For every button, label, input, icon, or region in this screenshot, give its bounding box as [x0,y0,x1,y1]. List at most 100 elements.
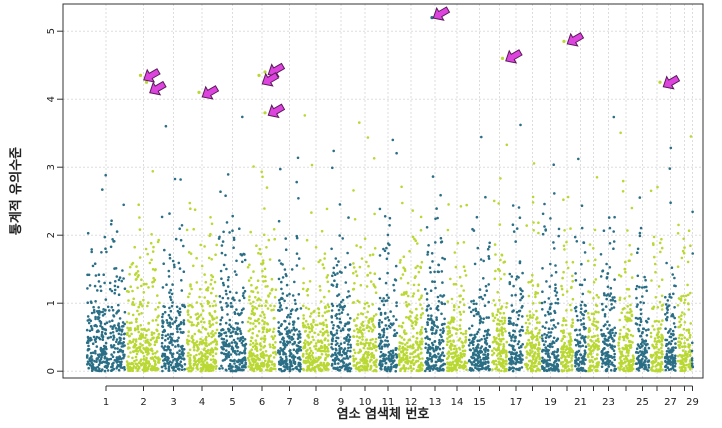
data-point [228,330,231,333]
data-point [575,310,578,313]
data-point [104,323,107,326]
data-point [647,364,650,367]
data-point [203,245,206,248]
data-point [610,303,613,306]
data-point [293,320,296,323]
data-point [492,341,495,344]
data-point [316,360,319,363]
data-point [221,309,224,312]
data-point [577,158,580,161]
data-point [348,338,351,341]
data-point [153,332,156,335]
data-point [273,238,276,241]
data-point [363,307,366,310]
data-point [210,363,213,366]
data-point [497,357,500,360]
data-point [285,248,288,251]
data-point [525,332,528,335]
data-point [336,283,339,286]
data-point [366,369,369,372]
data-point [204,344,207,347]
data-point [542,213,545,216]
data-point [327,281,330,284]
data-point [380,368,383,371]
data-point [264,360,267,363]
data-point [508,320,511,323]
data-point [538,358,541,361]
data-point [459,319,462,322]
data-point [378,319,381,322]
data-point [379,362,382,365]
data-point [110,223,113,226]
data-point [332,327,335,330]
data-point [402,266,405,269]
data-point [440,360,443,363]
data-point [617,342,620,345]
data-point [149,262,152,265]
data-point [279,302,282,305]
data-point [401,336,404,339]
data-point [360,284,363,287]
data-point [407,295,410,298]
data-point [471,357,474,360]
data-point [321,350,324,353]
data-point [212,305,215,308]
data-point [392,315,395,318]
data-point [535,356,538,359]
data-point [521,272,524,275]
data-point [205,342,208,345]
data-point [547,354,550,357]
data-point [96,330,99,333]
data-point [293,333,296,336]
data-point [571,368,574,371]
data-point [589,368,592,371]
data-point [454,345,457,348]
data-point [196,363,199,366]
data-point [601,335,604,338]
data-point [432,355,435,358]
data-point [178,353,181,356]
data-point [483,335,486,338]
data-point [323,344,326,347]
data-point [168,212,171,215]
data-point [267,295,270,298]
data-point [476,368,479,371]
data-point [225,369,228,372]
data-point [591,356,594,359]
data-point [453,348,456,351]
data-point [228,323,231,326]
data-point [350,346,353,349]
data-point [593,318,596,321]
data-point [342,308,345,311]
data-point [447,300,450,303]
data-point [249,322,252,325]
data-point [447,357,450,360]
data-point [102,338,105,341]
data-point [227,352,230,355]
data-point [122,321,125,324]
data-point [596,294,599,297]
data-point [302,322,305,325]
data-point [364,344,367,347]
data-point [390,363,393,366]
data-point [288,322,291,325]
data-point [326,363,329,366]
data-point [154,269,157,272]
data-point [272,351,275,354]
data-point [496,323,499,326]
data-point [395,265,398,268]
data-point [605,263,608,266]
data-point [547,363,550,366]
data-point [608,355,611,358]
data-point [161,334,164,337]
data-point [488,242,491,245]
data-point [472,343,475,346]
data-point [619,329,622,332]
data-point [429,346,432,349]
data-point [131,290,134,293]
data-point [481,345,484,348]
data-point [512,309,515,312]
data-point [168,346,171,349]
data-point [393,366,396,369]
data-point [347,290,350,293]
